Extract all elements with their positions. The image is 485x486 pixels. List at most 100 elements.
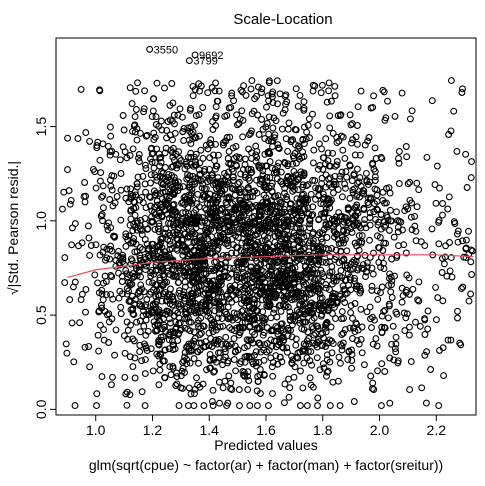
data-point — [223, 201, 231, 208]
data-point — [447, 336, 455, 344]
data-point — [144, 225, 152, 233]
data-point — [173, 369, 181, 377]
data-point — [349, 314, 356, 322]
y-tick-label: 1.5 — [33, 117, 49, 137]
data-point — [458, 89, 466, 96]
data-point — [94, 331, 102, 339]
data-point — [261, 135, 269, 143]
data-point — [199, 104, 207, 111]
data-point — [215, 302, 223, 310]
data-point — [277, 242, 284, 250]
data-point — [340, 255, 348, 263]
data-point — [189, 92, 197, 100]
data-point — [325, 199, 333, 207]
data-point — [197, 329, 205, 337]
data-point — [296, 402, 304, 410]
data-point — [254, 83, 262, 91]
data-point — [300, 98, 308, 106]
data-point — [316, 242, 324, 250]
data-point — [132, 106, 140, 113]
data-point — [389, 322, 397, 330]
data-point — [314, 402, 321, 410]
data-point — [367, 372, 375, 380]
data-point — [115, 269, 122, 277]
data-point — [184, 268, 192, 276]
data-point — [215, 305, 223, 313]
data-point — [304, 181, 312, 189]
data-point — [284, 326, 292, 334]
data-point — [126, 353, 134, 361]
data-point — [260, 356, 268, 364]
data-point — [294, 102, 302, 110]
data-point — [323, 368, 331, 376]
data-point — [165, 345, 173, 353]
data-point — [142, 188, 150, 196]
data-point — [391, 345, 399, 353]
data-point — [128, 100, 136, 108]
data-point — [141, 402, 149, 410]
data-point — [112, 256, 120, 264]
data-point — [338, 168, 346, 176]
data-point — [312, 252, 320, 260]
data-point — [303, 128, 311, 136]
data-point — [355, 222, 363, 230]
data-point — [165, 194, 173, 202]
data-point — [373, 186, 381, 194]
data-point — [122, 233, 130, 241]
data-point — [174, 187, 182, 195]
data-point — [163, 127, 171, 134]
data-point — [179, 384, 186, 392]
data-point — [290, 278, 298, 286]
data-point — [239, 269, 247, 276]
data-point — [112, 262, 120, 270]
data-point — [291, 317, 299, 325]
data-point — [363, 308, 371, 316]
data-point — [445, 193, 453, 201]
data-point — [372, 215, 379, 223]
data-point — [253, 189, 261, 197]
data-point — [369, 379, 377, 387]
data-point — [133, 136, 141, 144]
data-point — [450, 107, 458, 115]
data-point — [283, 227, 291, 235]
data-point — [174, 161, 182, 169]
data-point — [347, 302, 355, 310]
data-point — [107, 132, 115, 140]
data-point — [147, 171, 155, 179]
data-point — [333, 161, 341, 169]
data-point — [308, 308, 315, 316]
data-point — [283, 193, 290, 201]
data-point — [156, 276, 164, 284]
data-point — [184, 233, 192, 241]
data-point — [271, 131, 279, 139]
data-point — [85, 234, 93, 242]
data-point — [274, 341, 282, 349]
data-point — [159, 184, 167, 192]
data-point — [235, 274, 243, 282]
data-point — [347, 121, 355, 129]
data-point — [440, 372, 448, 380]
data-point — [260, 346, 268, 354]
data-point — [231, 342, 239, 350]
data-point — [252, 348, 260, 356]
data-point — [424, 325, 432, 333]
data-point — [356, 151, 364, 159]
data-point — [173, 380, 181, 388]
data-point — [153, 173, 161, 181]
data-point — [241, 272, 249, 280]
data-point — [277, 168, 285, 176]
data-point — [137, 281, 145, 289]
data-point — [67, 196, 75, 204]
data-point — [183, 356, 191, 363]
data-point — [388, 281, 395, 289]
data-point — [386, 189, 394, 197]
data-point — [104, 142, 112, 150]
data-point — [317, 89, 325, 97]
data-point — [202, 141, 210, 149]
data-point — [368, 264, 376, 272]
data-point — [338, 331, 346, 338]
data-point — [131, 211, 139, 219]
data-point — [270, 210, 278, 218]
data-point — [212, 114, 220, 122]
data-point — [385, 302, 393, 310]
